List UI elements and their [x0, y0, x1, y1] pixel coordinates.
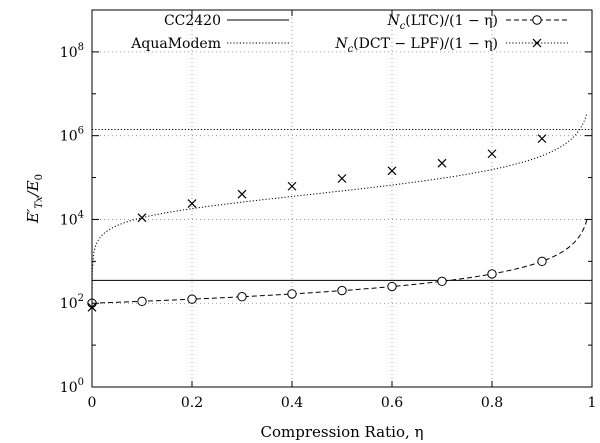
dct-lpf-point-stroke-b [337, 174, 347, 183]
markers [87, 134, 547, 312]
series-dct-lpf-curve [91, 112, 588, 308]
dct-lpf-point-stroke-b [437, 158, 447, 168]
dct-lpf-point [537, 134, 547, 144]
x-tick-label: 1 [588, 395, 597, 411]
dct-lpf-point [437, 158, 447, 168]
y-axis-label: E′Tx/E0 [24, 174, 45, 224]
ltc-point [187, 294, 197, 304]
x-tick-label: 0.6 [381, 395, 403, 411]
ltc-point [437, 276, 447, 287]
ltc-point [137, 296, 147, 307]
grid [92, 10, 592, 387]
dct-lpf-point-stroke-b [287, 181, 297, 191]
y-axis-label-slash: /E [24, 180, 42, 198]
y-axis-label-sub2: 0 [34, 174, 45, 180]
dct-lpf-point-stroke-b [187, 199, 197, 208]
y-axis-label-main: E′ [24, 208, 42, 224]
dct-lpf-point [137, 213, 147, 223]
ltc-point [387, 281, 397, 292]
dct-lpf-point [187, 199, 197, 208]
dct-lpf-point [337, 174, 347, 183]
legend-label-aquamodem: AquaModem [130, 36, 221, 52]
y-tick-label: 108 [60, 42, 84, 61]
y-axis-label-sub1: Tx [34, 196, 45, 209]
dct-lpf-point [237, 189, 247, 199]
x-tick-label: 0 [88, 395, 97, 411]
ticks [91, 10, 593, 388]
ltc-point [287, 289, 297, 299]
dct-lpf-point [287, 181, 297, 191]
ltc-point [337, 285, 347, 296]
dct-lpf-point [487, 149, 497, 159]
tick-labels: 0 0.2 0.4 0.6 0.8 1 100 102 104 106 108 [60, 42, 597, 411]
ltc-point [487, 269, 497, 279]
legend: CC2420 AquaModem Nc(LTC)/(1 − η) Nc(DCT − L… [130, 13, 568, 55]
legend-marker-dct-lpf [532, 38, 542, 48]
x-tick-label: 0.2 [181, 395, 203, 411]
legend-label-ltc: Nc(LTC)/(1 − η) [386, 13, 498, 32]
y-tick-label: 102 [60, 293, 84, 312]
dct-lpf-point-stroke-b [387, 166, 397, 176]
legend-label-dct-lpf: Nc(DCT − LPF)/(1 − η) [334, 36, 498, 55]
x-tick-label: 0.4 [281, 395, 303, 411]
dct-lpf-point [387, 166, 397, 176]
dct-lpf-point-stroke-b [487, 149, 497, 159]
series-ltc-curve [91, 219, 588, 304]
dct-lpf-point-stroke-b [237, 189, 247, 199]
legend-label-cc2420: CC2420 [164, 13, 221, 29]
ltc-point [537, 256, 547, 267]
curves [91, 112, 592, 308]
x-tick-label: 0.8 [481, 395, 503, 411]
dct-lpf-point-stroke-b [137, 213, 147, 223]
ltc-point [237, 292, 247, 302]
plot-frame [91, 9, 593, 388]
y-tick-label: 106 [60, 126, 84, 145]
x-axis-label: Compression Ratio, η [261, 423, 424, 441]
y-tick-label: 104 [60, 209, 84, 228]
dct-lpf-point-stroke-b [537, 134, 547, 144]
y-tick-label: 100 [60, 377, 84, 396]
legend-marker-ltc [532, 15, 542, 25]
